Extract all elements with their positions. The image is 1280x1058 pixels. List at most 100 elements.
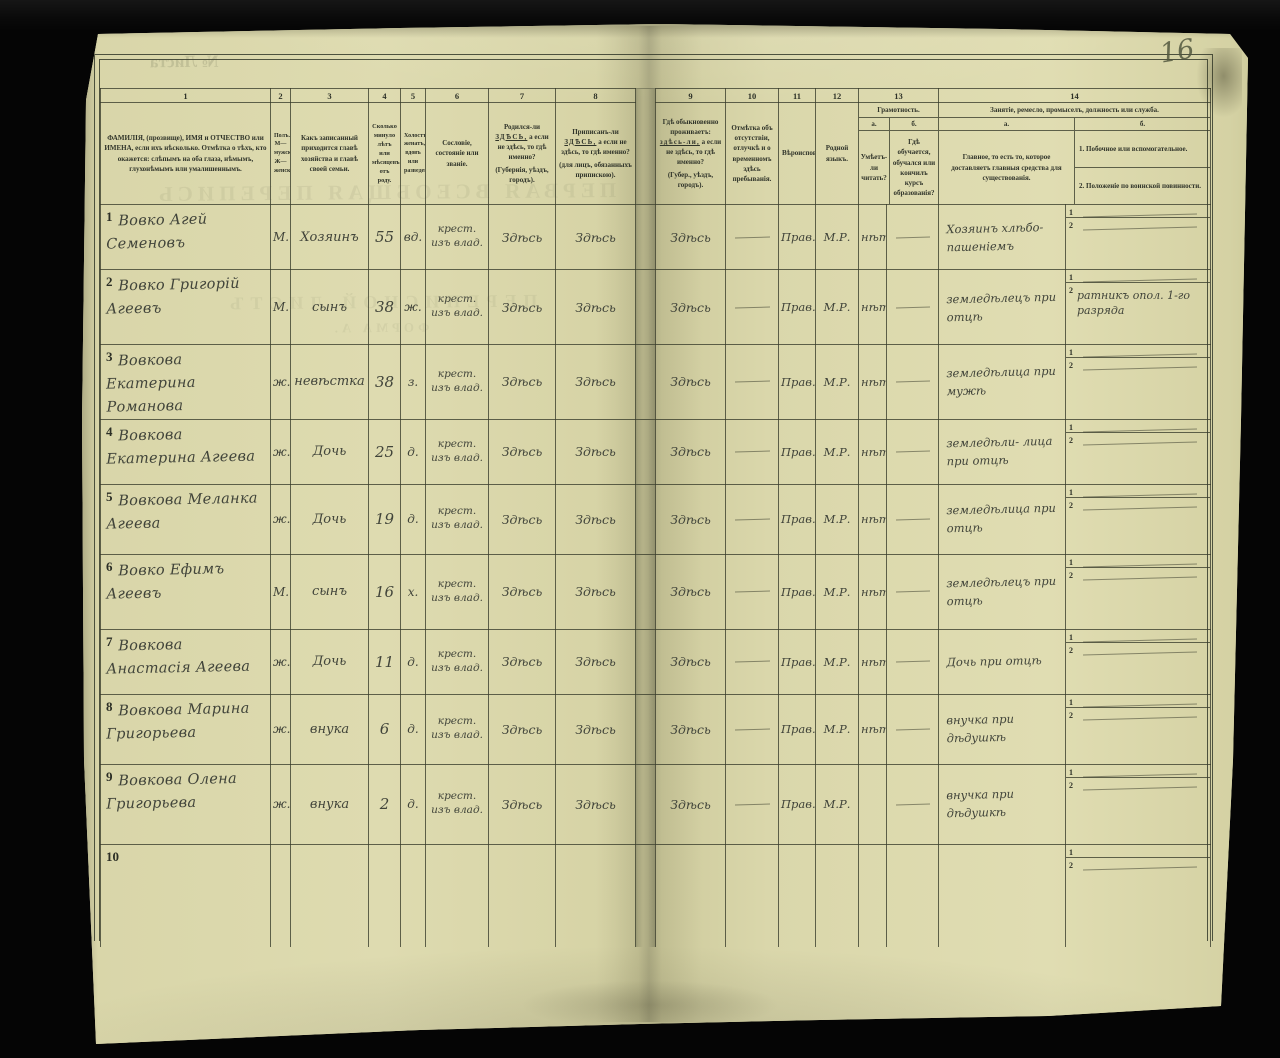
cell-lives-here: Здѣсь xyxy=(655,204,726,270)
cell-estate: крест. изъ влад. xyxy=(425,553,489,630)
handwritten-dash xyxy=(1083,576,1198,581)
cell-lives-here: Здѣсь xyxy=(655,344,726,420)
header-lives-post: а если не здѣсь, то гдѣ именно? xyxy=(666,137,722,167)
header-occupation-side2: 2. Положеніе по воинской повинности. xyxy=(1079,182,1202,190)
header-occupation-side1: 1. Побочное или вспомогательное. xyxy=(1075,131,1210,169)
page-fold-gap xyxy=(635,628,656,695)
handwritten-dash xyxy=(1083,428,1198,433)
header-born-pre: Родился-ли xyxy=(503,122,541,131)
side-label: 2 xyxy=(1069,645,1073,655)
cell-name: 10 xyxy=(100,843,271,948)
header-lives: Гдѣ обыкновенно проживаетъ: здѣсь-ли, а … xyxy=(655,102,726,205)
cell-education xyxy=(886,483,939,555)
handwritten-dash xyxy=(1083,441,1198,446)
row-number: 2 xyxy=(106,274,113,289)
cell-religion: Прав. xyxy=(778,693,816,765)
cell-relation: Дочь xyxy=(290,418,369,485)
cell-sex: ж. xyxy=(270,763,291,845)
row-number: 4 xyxy=(106,423,113,439)
side-occupation-half: 1 xyxy=(1066,765,1210,778)
header-reg-note: (для лицъ, обязанныхъ припискою). xyxy=(559,161,632,180)
handwritten-dash xyxy=(1083,493,1198,498)
cell-name: 2 Вовко Григорій Агеевъ xyxy=(100,269,271,345)
side-occupation-half: 2 xyxy=(1067,498,1210,511)
header-occupation-title: Занятіе, ремесло, промыселъ, должность и… xyxy=(939,104,1210,119)
cell-lives-here: Здѣсь xyxy=(655,763,726,845)
handwritten-dash xyxy=(1083,703,1198,708)
handwritten-dash xyxy=(734,660,770,663)
cell-religion: Прав. xyxy=(778,483,816,555)
cell-absence xyxy=(725,553,779,630)
cell-marital: з. xyxy=(400,344,426,420)
person-name xyxy=(106,847,265,850)
col-number: 13 xyxy=(858,88,939,103)
cell-sex: М. xyxy=(270,204,291,270)
header-row: ФАМИЛІЯ, (прозвище), ИМЯ и ОТЧЕСТВО или … xyxy=(100,102,1211,205)
side-value xyxy=(1077,863,1204,871)
cell-registered-here: Здѣсь xyxy=(555,763,636,845)
side-value xyxy=(1077,438,1204,446)
person-row: 2 Вовко Григорій Агеевъ М. сынъ 38 ж. крест. и… xyxy=(100,268,1211,346)
col-number: 9 xyxy=(655,88,726,103)
cell-age: 11 xyxy=(368,628,401,695)
side-occupation-half: 1 xyxy=(1066,206,1210,218)
cell-relation: Дочь xyxy=(290,628,369,695)
cell-absence xyxy=(725,418,779,485)
cell-can-read xyxy=(858,763,887,845)
handwritten-dash xyxy=(1083,786,1198,791)
header-age: Сколько минуло лѣтъ или мѣсяцевъ отъ род… xyxy=(368,102,401,205)
side-occupation-half: 2 xyxy=(1067,358,1210,371)
cell-religion xyxy=(778,843,816,948)
cell-registered-here: Здѣсь xyxy=(555,344,636,420)
handwritten-dash xyxy=(1083,773,1198,778)
cell-estate xyxy=(425,843,489,948)
side-occupation-half: 2 xyxy=(1067,778,1210,791)
header-occupation-a-label: а. xyxy=(940,118,1075,131)
person-name: Вовкова Анастасія Агеева xyxy=(106,636,251,678)
cell-lives-here xyxy=(655,843,726,948)
cell-registered-here: Здѣсь xyxy=(555,204,636,270)
side-value xyxy=(1077,783,1204,791)
cell-education xyxy=(886,628,939,695)
cell-language: М.Р. xyxy=(815,628,859,695)
cell-occupation-main: земледѣлица при отцѣ xyxy=(937,482,1067,556)
cell-language: М.Р. xyxy=(815,483,859,555)
cell-registered-here: Здѣсь xyxy=(555,693,636,765)
cell-can-read: нѣтъ xyxy=(858,553,887,630)
cell-absence xyxy=(725,628,779,695)
cell-age: 55 xyxy=(368,204,401,270)
side-value xyxy=(1077,573,1204,581)
cell-name: 9 Вовкова Олена Григорьева xyxy=(100,763,271,845)
handwritten-dash xyxy=(895,728,930,731)
person-row: 1 Вовко Агей Семеновъ М. Хозяинъ 55 вд. крест.… xyxy=(100,203,1211,271)
header-literacy-edu: Гдѣ обучается, обучался или кончилъ курс… xyxy=(892,138,936,197)
cell-marital xyxy=(400,843,426,948)
page-fold-gap xyxy=(635,763,656,845)
cell-occupation-main: земледѣлица при мужѣ xyxy=(937,343,1067,421)
cell-lives-here: Здѣсь xyxy=(655,553,726,630)
cell-registered-here: Здѣсь xyxy=(555,628,636,695)
cell-lives-here: Здѣсь xyxy=(655,483,726,555)
cell-sex: ж. xyxy=(270,344,291,420)
cell-lives-here: Здѣсь xyxy=(655,269,726,345)
row-number: 9 xyxy=(106,768,113,784)
cell-name: 1 Вовко Агей Семеновъ xyxy=(100,204,271,270)
cell-marital: ж. xyxy=(400,269,426,345)
cell-can-read: нѣтъ xyxy=(858,269,887,345)
cell-name: 8 Вовкова Марина Григорьева xyxy=(100,693,271,765)
bottom-stain xyxy=(520,980,780,1030)
cell-estate: крест. изъ влад. xyxy=(425,628,489,695)
cell-estate: крест. изъ влад. xyxy=(425,418,489,485)
header-literacy: Грамотность. а. б. Умѣетъ-ли читать? Гдѣ… xyxy=(858,102,939,205)
cell-registered-here: Здѣсь xyxy=(555,483,636,555)
cell-marital: д. xyxy=(400,483,426,555)
side-value xyxy=(1077,223,1204,231)
cell-born-here xyxy=(488,843,556,948)
cell-education xyxy=(886,418,939,485)
side-label: 2 xyxy=(1069,570,1073,580)
side-label: 2 xyxy=(1069,221,1073,230)
side-label: 1 xyxy=(1069,208,1073,217)
cell-absence xyxy=(725,344,779,420)
